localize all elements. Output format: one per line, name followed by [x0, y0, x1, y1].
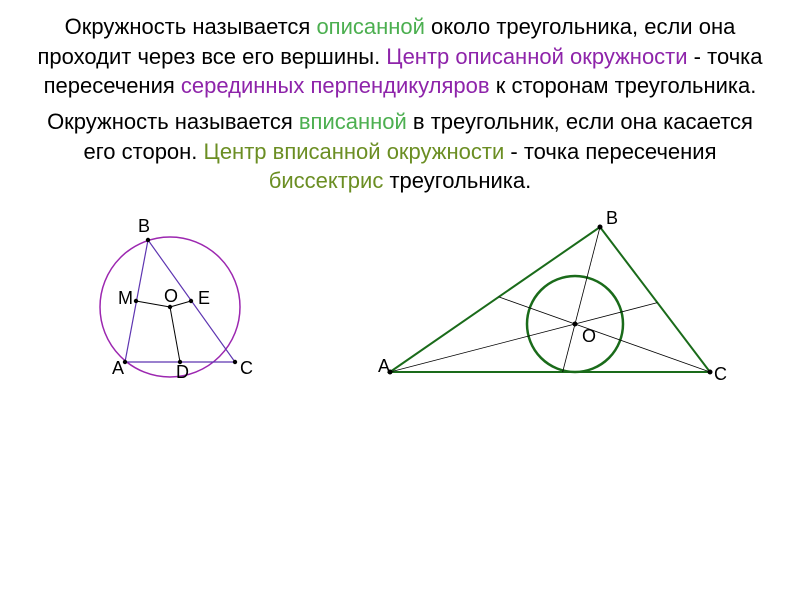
p2-text-1: Окружность называется: [47, 109, 299, 134]
svg-text:A: A: [378, 356, 390, 376]
svg-text:B: B: [138, 216, 150, 236]
paragraph-circumscribed: Окружность называется описанной около тр…: [30, 12, 770, 101]
p2-highlight-bisector: биссектрис: [269, 168, 384, 193]
inscribed-diagram: A B C O: [370, 202, 730, 402]
svg-text:O: O: [582, 326, 596, 346]
svg-text:E: E: [198, 288, 210, 308]
p2-text-3: - точка пересечения: [504, 139, 716, 164]
p2-highlight-inscribed: вписанной: [299, 109, 407, 134]
p2-highlight-center: Центр вписанной окружности: [204, 139, 505, 164]
circumscribed-diagram: A B C D M EO: [70, 202, 290, 402]
p1-text-1: Окружность называется: [65, 14, 317, 39]
svg-text:C: C: [240, 358, 253, 378]
svg-text:O: O: [164, 286, 178, 306]
diagrams-container: ABCDMEO ABCO: [30, 202, 770, 402]
svg-text:M: M: [118, 288, 133, 308]
p1-highlight-described: описанной: [316, 14, 425, 39]
paragraph-inscribed: Окружность называется вписанной в треуго…: [30, 107, 770, 196]
svg-text:B: B: [606, 208, 618, 228]
p2-text-4: треугольника.: [383, 168, 531, 193]
svg-text:C: C: [714, 364, 727, 384]
p1-text-4: к сторонам треугольника.: [490, 73, 757, 98]
p1-highlight-center: Центр описанной окружности: [386, 44, 687, 69]
p1-highlight-perp: серединных перпендикуляров: [181, 73, 490, 98]
svg-text:A: A: [112, 358, 124, 378]
svg-text:D: D: [176, 362, 189, 382]
